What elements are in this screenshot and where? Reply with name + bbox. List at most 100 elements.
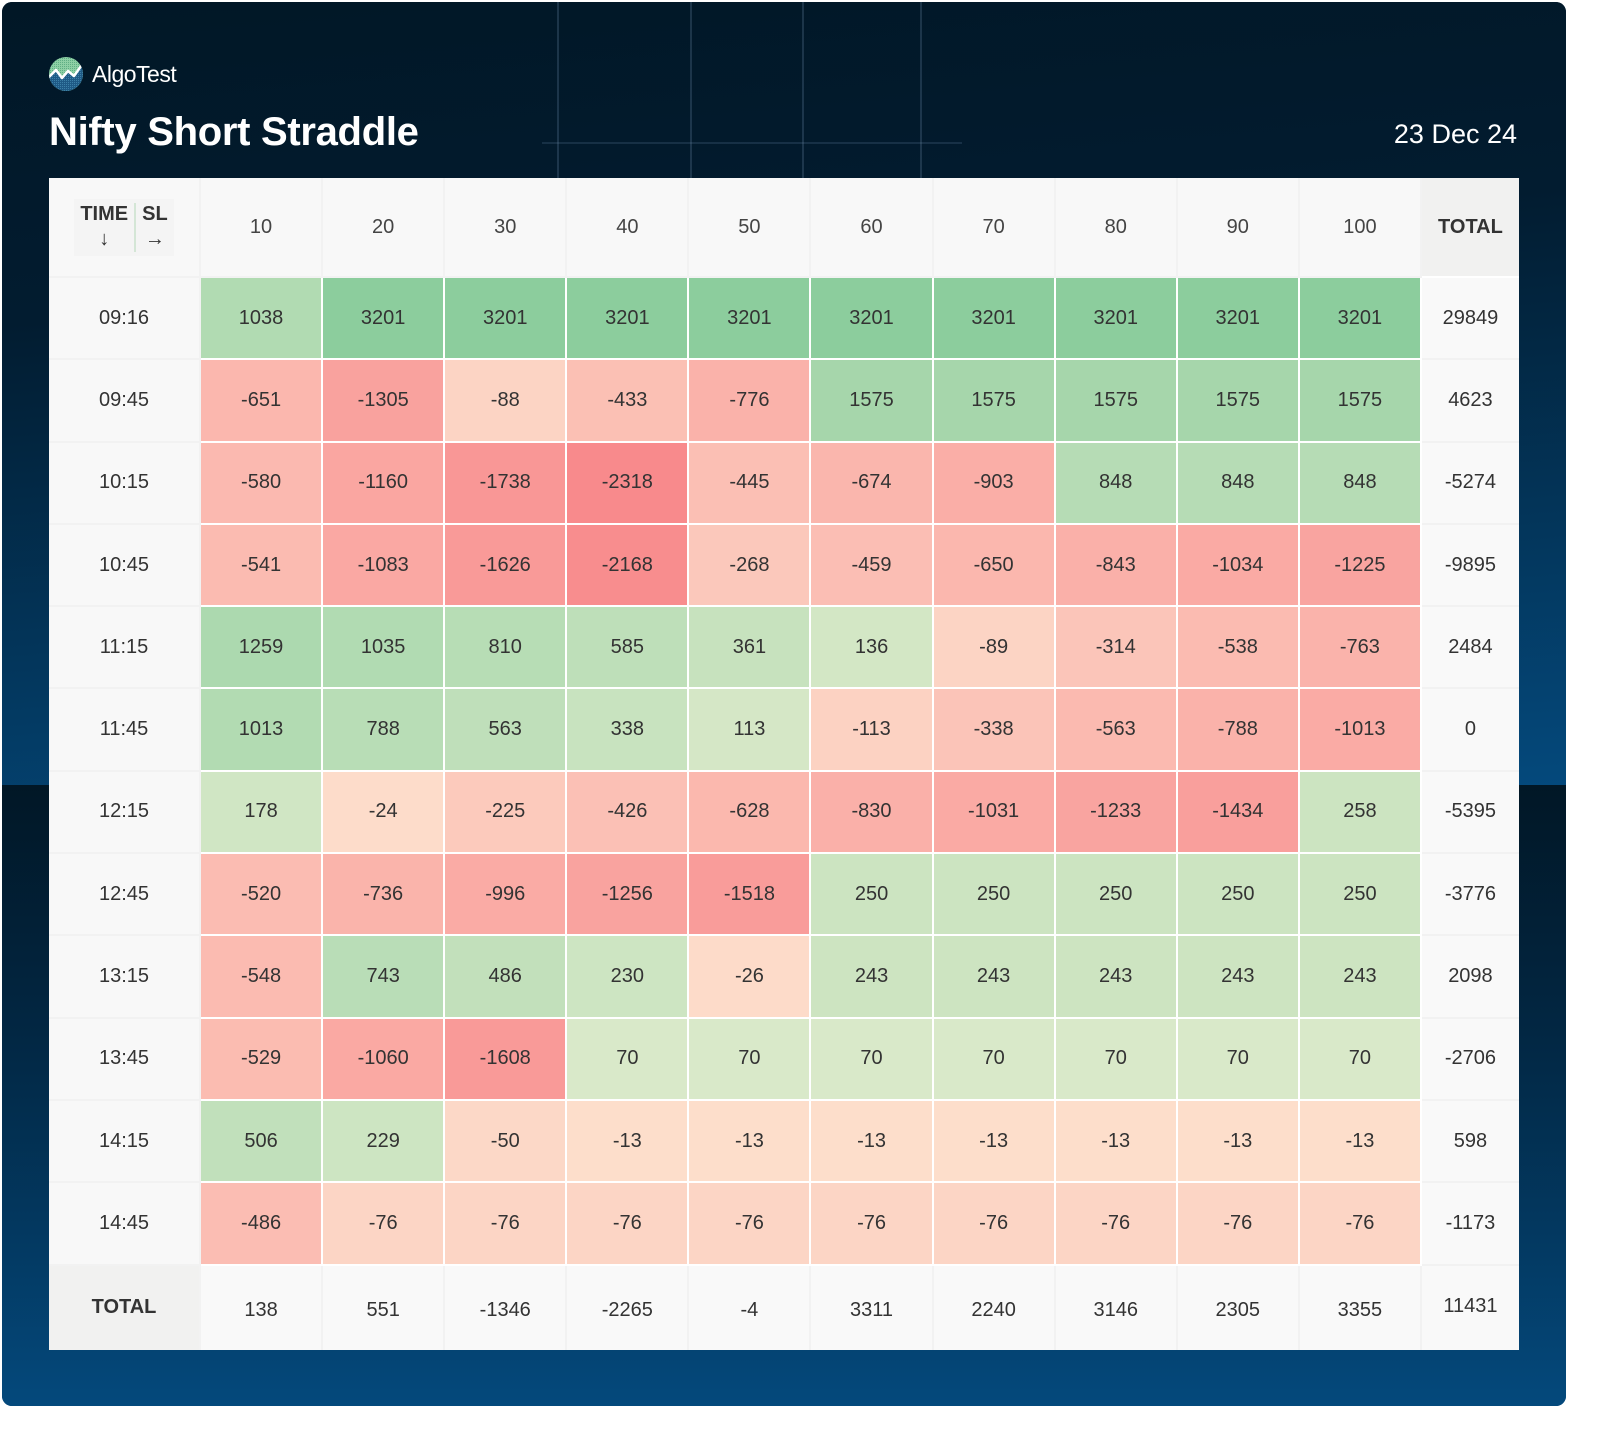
heatmap-cell: -433 — [567, 360, 690, 443]
heatmap-cell: -843 — [1055, 524, 1178, 608]
heatmap-cell: -1518 — [689, 854, 812, 937]
brand: AlgoTest — [48, 56, 177, 92]
row-total-cell: 2098 — [1421, 936, 1519, 1019]
heatmap-cell: -13 — [1299, 1100, 1422, 1184]
heatmap-cell: 230 — [567, 936, 690, 1019]
heatmap-cell: -1305 — [323, 360, 446, 443]
column-total-cell: 3355 — [1299, 1265, 1422, 1350]
heatmap-cell: 1575 — [1055, 360, 1178, 443]
heatmap-cell: -13 — [811, 1100, 934, 1184]
heatmap-cell: -1031 — [933, 771, 1056, 855]
heatmap-cell: -788 — [1177, 689, 1300, 772]
heatmap-cell: -338 — [933, 689, 1056, 772]
heatmap-cell: -651 — [201, 360, 324, 443]
heatmap-cell: -1608 — [445, 1018, 568, 1101]
heatmap-cell: -50 — [445, 1100, 568, 1184]
row-total-cell: -9895 — [1421, 524, 1519, 608]
heatmap-cell: -1434 — [1177, 771, 1300, 855]
heatmap-cell: 3201 — [689, 278, 812, 361]
heatmap-cell: 250 — [1299, 854, 1422, 937]
heatmap-cell: 563 — [445, 689, 568, 772]
column-total-cell: 2240 — [933, 1265, 1056, 1350]
arrow-down-icon: ↓ — [99, 227, 110, 250]
heatmap-cell: -486 — [201, 1183, 324, 1266]
heatmap-cell: -628 — [689, 771, 812, 855]
heatmap-cell: -314 — [1055, 607, 1178, 690]
heatmap-cell: 810 — [445, 607, 568, 690]
heatmap-cell: -650 — [933, 524, 1056, 608]
heatmap-cell: -674 — [811, 442, 934, 525]
row-header-time: 10:45 — [49, 524, 201, 608]
heatmap-cell: 243 — [811, 936, 934, 1019]
heatmap-cell: -520 — [201, 854, 324, 937]
heatmap-cell: -1225 — [1299, 524, 1422, 608]
heatmap-cell: 229 — [323, 1100, 446, 1184]
heatmap-cell: -1233 — [1055, 771, 1178, 855]
heatmap-cell: 361 — [689, 607, 812, 690]
pnl-heatmap-table: TIME ↓ SL → 10 20 30 40 50 60 70 80 90 100 TOTAL 09… — [49, 178, 1519, 1350]
heatmap-cell: -1083 — [323, 524, 446, 608]
algotest-logo-icon — [49, 57, 83, 91]
heatmap-cell: 70 — [1177, 1018, 1300, 1101]
heatmap-cell: 3201 — [445, 278, 568, 361]
heatmap-cell: -76 — [1299, 1183, 1422, 1266]
row-total-cell: 2484 — [1421, 607, 1519, 690]
heatmap-cell: 243 — [1055, 936, 1178, 1019]
report-date: 23 Dec 24 — [1393, 119, 1517, 149]
heatmap-cell: 3201 — [933, 278, 1056, 361]
time-axis-text: TIME — [80, 202, 129, 225]
heatmap-cell: -538 — [1177, 607, 1300, 690]
heatmap-cell: 1035 — [323, 607, 446, 690]
heatmap-cell: -1060 — [323, 1018, 446, 1101]
heatmap-cell: -113 — [811, 689, 934, 772]
column-header-sl: 100 — [1299, 178, 1422, 278]
heatmap-cell: 585 — [567, 607, 690, 690]
heatmap-cell: 1575 — [933, 360, 1056, 443]
column-header-total: TOTAL — [1421, 178, 1519, 278]
row-header-time: 09:45 — [49, 360, 201, 443]
heatmap-cell: -426 — [567, 771, 690, 855]
row-header-time: 13:45 — [49, 1018, 201, 1101]
heatmap-cell: 70 — [933, 1018, 1056, 1101]
row-total-cell: 4623 — [1421, 360, 1519, 443]
sl-axis-label: SL → — [134, 202, 174, 252]
row-header-time: 12:45 — [49, 854, 201, 937]
heatmap-cell: -76 — [1055, 1183, 1178, 1266]
row-total-cell: -2706 — [1421, 1018, 1519, 1101]
background-grid-line — [542, 142, 962, 144]
axis-corner-cell: TIME ↓ SL → — [49, 178, 201, 278]
row-header-time: 11:15 — [49, 607, 201, 690]
column-header-sl: 20 — [323, 178, 446, 278]
row-total-cell: 598 — [1421, 1100, 1519, 1184]
heatmap-cell: 1575 — [1177, 360, 1300, 443]
column-header-sl: 50 — [689, 178, 812, 278]
heatmap-cell: 848 — [1177, 442, 1300, 525]
background-grid-line — [690, 2, 692, 182]
row-total-cell: -3776 — [1421, 854, 1519, 937]
grand-total-cell: 11431 — [1421, 1265, 1519, 1350]
heatmap-cell: -13 — [689, 1100, 812, 1184]
heatmap-cell: -1626 — [445, 524, 568, 608]
heatmap-cell: 1259 — [201, 607, 324, 690]
heatmap-cell: -1034 — [1177, 524, 1300, 608]
heatmap-cell: -76 — [323, 1183, 446, 1266]
heatmap-cell: -76 — [689, 1183, 812, 1266]
heatmap-cell: -13 — [1055, 1100, 1178, 1184]
row-header-time: 11:45 — [49, 689, 201, 772]
heatmap-cell: -24 — [323, 771, 446, 855]
heatmap-cell: 250 — [1177, 854, 1300, 937]
heatmap-cell: 250 — [933, 854, 1056, 937]
heatmap-cell: 1013 — [201, 689, 324, 772]
heatmap-cell: -2168 — [567, 524, 690, 608]
heatmap-cell: -13 — [933, 1100, 1056, 1184]
column-total-cell: 138 — [201, 1265, 324, 1350]
heatmap-cell: -763 — [1299, 607, 1422, 690]
column-total-cell: -2265 — [567, 1265, 690, 1350]
heatmap-cell: -13 — [567, 1100, 690, 1184]
row-header-time: 13:15 — [49, 936, 201, 1019]
heatmap-cell: -76 — [1177, 1183, 1300, 1266]
heatmap-cell: -563 — [1055, 689, 1178, 772]
heatmap-cell: -76 — [567, 1183, 690, 1266]
heatmap-cell: 250 — [1055, 854, 1178, 937]
heatmap-cell: -13 — [1177, 1100, 1300, 1184]
